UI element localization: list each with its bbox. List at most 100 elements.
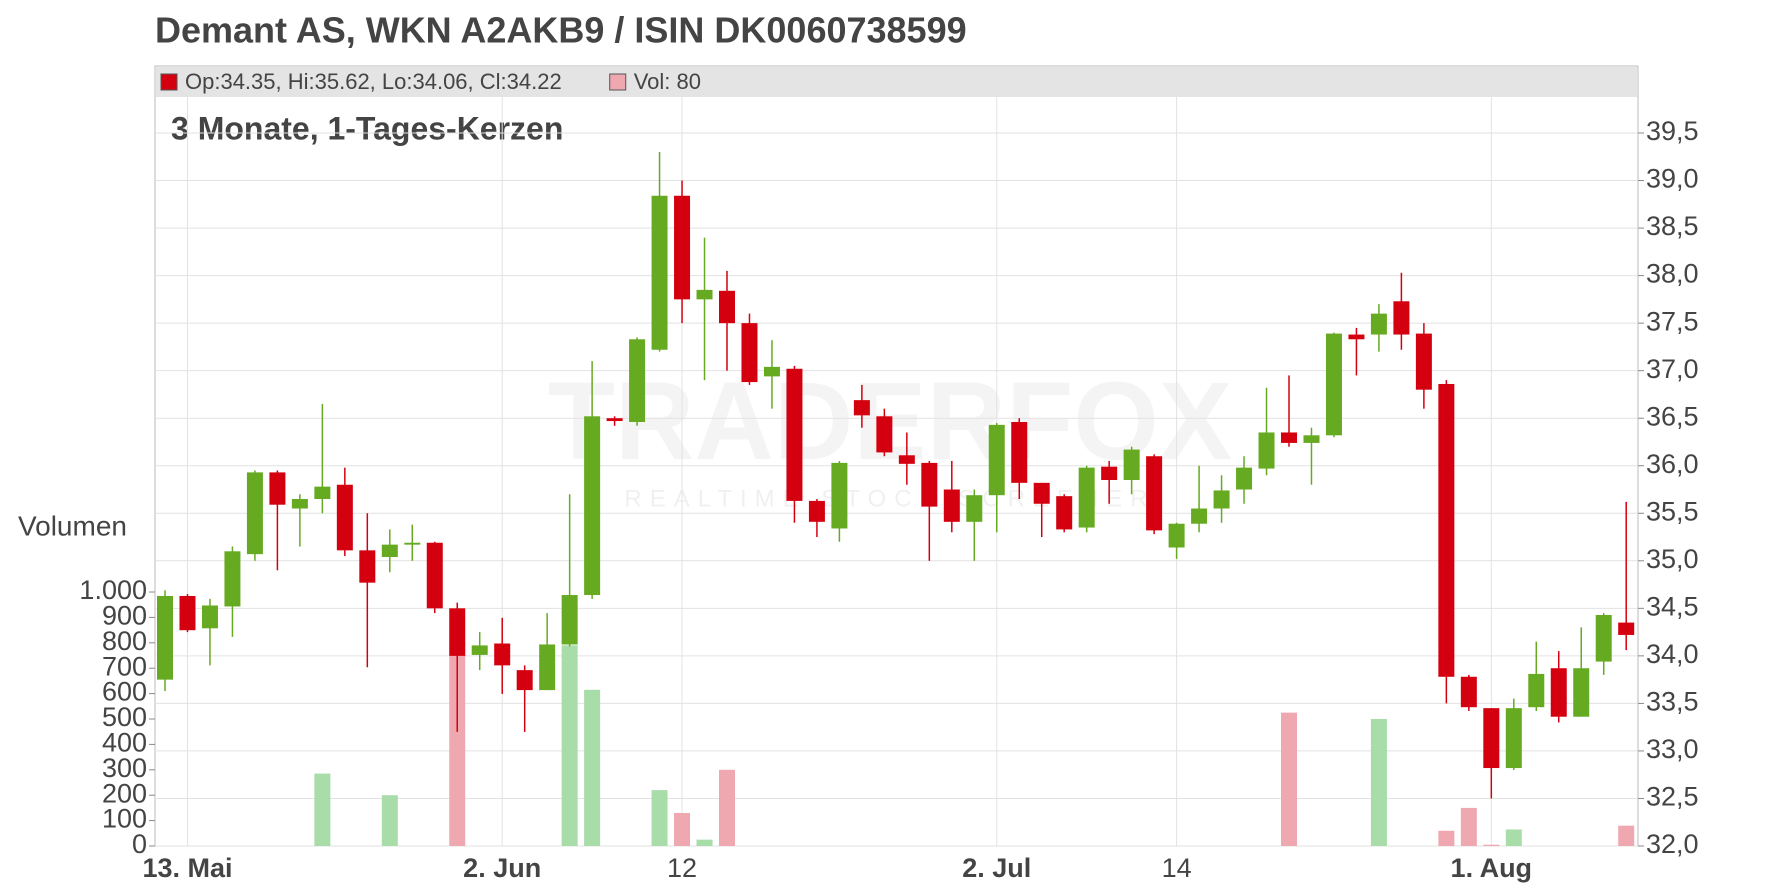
candle-body: [1123, 449, 1140, 480]
candle-body: [763, 366, 780, 377]
y2-tick-label: 900: [102, 601, 147, 631]
volume-bar: [719, 769, 735, 846]
candle-body: [1595, 614, 1612, 662]
y-tick-label: 34,0: [1646, 639, 1699, 669]
y-tick-label: 34,5: [1646, 591, 1699, 621]
volume-bar: [1505, 829, 1522, 846]
y2-tick-label: 0: [132, 829, 147, 859]
candle-body: [1348, 334, 1365, 340]
candle-body: [876, 416, 893, 453]
candle-body: [494, 643, 511, 666]
volume-bar: [1370, 719, 1387, 846]
y2-tick-label: 700: [102, 651, 147, 681]
y-tick-label: 35,0: [1646, 544, 1699, 574]
y-tick-label: 37,5: [1646, 306, 1699, 336]
plot-area: [154, 65, 1639, 847]
volume-bar: [1281, 712, 1297, 846]
volume-bar: [1618, 825, 1635, 846]
candle-body: [1483, 708, 1500, 769]
candle-body: [808, 500, 825, 522]
candle-body: [1370, 313, 1387, 335]
candle-body: [1325, 333, 1342, 436]
candle-body: [1033, 482, 1050, 504]
volume-bar: [1438, 830, 1455, 846]
candle-body: [539, 644, 556, 691]
y-tick-label: 36,5: [1646, 401, 1699, 431]
volume-bar: [696, 839, 713, 846]
candle-body: [966, 495, 983, 522]
y-tick-label: 32,5: [1646, 782, 1699, 812]
candle-body: [629, 339, 646, 423]
y2-tick-label: 300: [102, 753, 147, 783]
candle-body: [1505, 708, 1522, 769]
x-tick-label: 1. Aug: [1451, 853, 1533, 883]
candle-body: [786, 368, 803, 501]
candle-body: [1303, 435, 1320, 443]
candle-body: [471, 645, 488, 655]
candle-body: [1056, 496, 1073, 530]
candle-body: [741, 323, 758, 383]
y2-tick-label: 200: [102, 778, 147, 808]
candle-body: [1213, 490, 1230, 509]
candle-body: [449, 608, 466, 656]
candle-body: [988, 424, 1005, 496]
volume-bar: [381, 795, 398, 846]
x-tick-label: 2. Jun: [463, 853, 541, 883]
candle-body: [1011, 422, 1028, 483]
candle-body: [1550, 668, 1567, 717]
candle-body: [359, 550, 376, 583]
candle-body: [561, 595, 578, 645]
candle-body: [1191, 508, 1208, 524]
y2-tick-label: 1.000: [79, 575, 147, 605]
y2-tick-label: 100: [102, 804, 147, 834]
candle-body: [943, 489, 960, 522]
candle-body: [651, 195, 668, 350]
candle-body: [1101, 466, 1118, 480]
candle-body: [179, 595, 196, 631]
candle-body: [696, 289, 713, 300]
y-tick-label: 39,0: [1646, 164, 1699, 194]
y-tick-label: 37,0: [1646, 354, 1699, 384]
candle-body: [516, 670, 533, 691]
legend-label: Op:34.35, Hi:35.62, Lo:34.06, Cl:34.22: [185, 69, 562, 94]
candle-body: [719, 290, 735, 324]
y2-tick-label: 400: [102, 728, 147, 758]
candle-body: [426, 542, 443, 609]
y-tick-label: 38,0: [1646, 259, 1699, 289]
volume-bar: [1483, 844, 1500, 846]
volume-bar: [584, 689, 601, 846]
candle-body: [606, 418, 623, 422]
legend-swatch: [160, 73, 178, 91]
legend-bar: [156, 67, 1637, 97]
candle-body: [1438, 383, 1455, 677]
y-tick-label: 32,0: [1646, 829, 1699, 859]
y-tick-label: 39,5: [1646, 116, 1699, 146]
x-tick-label: 14: [1162, 853, 1192, 883]
candle-body: [1618, 622, 1635, 635]
candle-body: [674, 195, 691, 300]
candle-body: [853, 400, 870, 416]
candle-body: [1168, 523, 1185, 548]
volume-bar: [674, 812, 691, 846]
candle-body: [404, 542, 421, 545]
y-tick-label: 35,5: [1646, 496, 1699, 526]
y2-tick-label: 800: [102, 626, 147, 656]
volume-bar: [449, 655, 466, 846]
candle-body: [1393, 301, 1410, 335]
legend-label: Vol: 80: [634, 69, 701, 94]
candle-body: [921, 462, 938, 507]
candle-body: [1528, 673, 1545, 708]
candle-body: [381, 544, 398, 557]
candle-body: [898, 455, 915, 464]
chart-title: Demant AS, WKN A2AKB9 / ISIN DK006073859…: [155, 10, 967, 51]
candle-body: [1146, 456, 1163, 531]
candle-body: [1078, 467, 1095, 528]
volume-bar: [651, 790, 668, 846]
candle-body: [336, 484, 353, 551]
x-tick-label: 13. Mai: [142, 853, 232, 883]
x-tick-label: 2. Jul: [962, 853, 1031, 883]
candle-body: [584, 416, 601, 596]
y2-tick-label: 600: [102, 677, 147, 707]
candle-body: [831, 462, 848, 529]
